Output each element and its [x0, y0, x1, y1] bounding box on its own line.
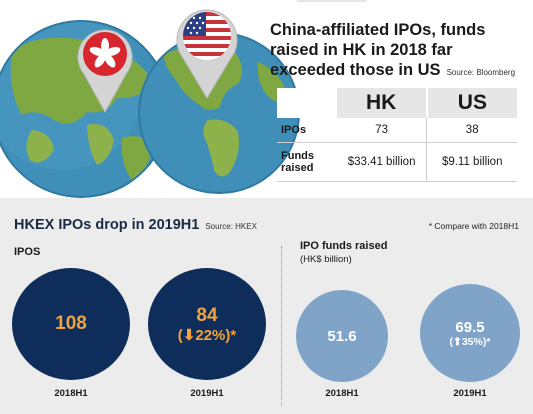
- ipos-2018h1-value: 108: [55, 313, 87, 334]
- globe-americas-icon: [138, 32, 300, 194]
- funds-2019h1-period: 2019H1: [453, 388, 487, 399]
- us-flag-pin-icon: [172, 0, 242, 100]
- headline-source: Source: Bloomberg: [446, 68, 516, 77]
- cell-hk: $33.41 billion: [347, 156, 416, 168]
- ipos-2019h1-period: 2019H1: [190, 388, 224, 399]
- row-label: Funds raised: [281, 150, 314, 174]
- ipos-2018h1-period: 2018H1: [54, 388, 88, 399]
- decorative-stripe: [295, 0, 375, 2]
- hong-kong-flag-pin-icon: [74, 22, 136, 114]
- funds-unit: (HK$ billion): [300, 254, 352, 265]
- headline: China-affiliated IPOs, funds raised in H…: [270, 20, 525, 83]
- column-hk: HK: [365, 91, 397, 114]
- cell-us: $9.11 billion: [426, 143, 517, 181]
- section-title: HKEX IPOs drop in 2019H1 Source: HKEX: [14, 217, 257, 233]
- ipos-2019h1-value: 84: [196, 304, 218, 326]
- ipos-label: IPOS: [14, 246, 41, 258]
- funds-2018h1-value: 51.6: [327, 327, 357, 345]
- section-source: Source: HKEX: [205, 222, 257, 231]
- divider: [281, 246, 283, 406]
- funds-2019h1-change: (⬆35%)*: [449, 335, 491, 348]
- comparison-table: HK US IPOs 73 38 Funds raised $33.41 bil…: [277, 88, 517, 182]
- funds-2019h1-value: 69.5: [455, 318, 485, 336]
- cell-hk: 73: [375, 124, 388, 136]
- funds-2018h1-period: 2018H1: [325, 388, 359, 399]
- column-us: US: [425, 88, 517, 118]
- table-row: Funds raised $33.41 billion $9.11 billio…: [277, 143, 517, 182]
- ipos-2019h1-change: (⬇22%)*: [177, 326, 237, 344]
- footnote: * Compare with 2018H1: [428, 221, 519, 231]
- ipos-2019h1-circle: 84 (⬇22%)*: [148, 268, 266, 380]
- funds-label: IPO funds raised (HK$ billion): [300, 240, 388, 265]
- table-row: IPOs 73 38: [277, 118, 517, 143]
- table-header: HK US: [277, 88, 517, 118]
- ipos-2018h1-circle: 108: [12, 268, 130, 380]
- headline-title: China-affiliated IPOs, funds raised in H…: [270, 21, 486, 79]
- funds-2019h1-circle: 69.5 (⬆35%)*: [420, 284, 520, 382]
- cell-us: 38: [426, 118, 517, 142]
- row-label: IPOs: [281, 124, 307, 136]
- funds-2018h1-circle: 51.6: [296, 290, 388, 382]
